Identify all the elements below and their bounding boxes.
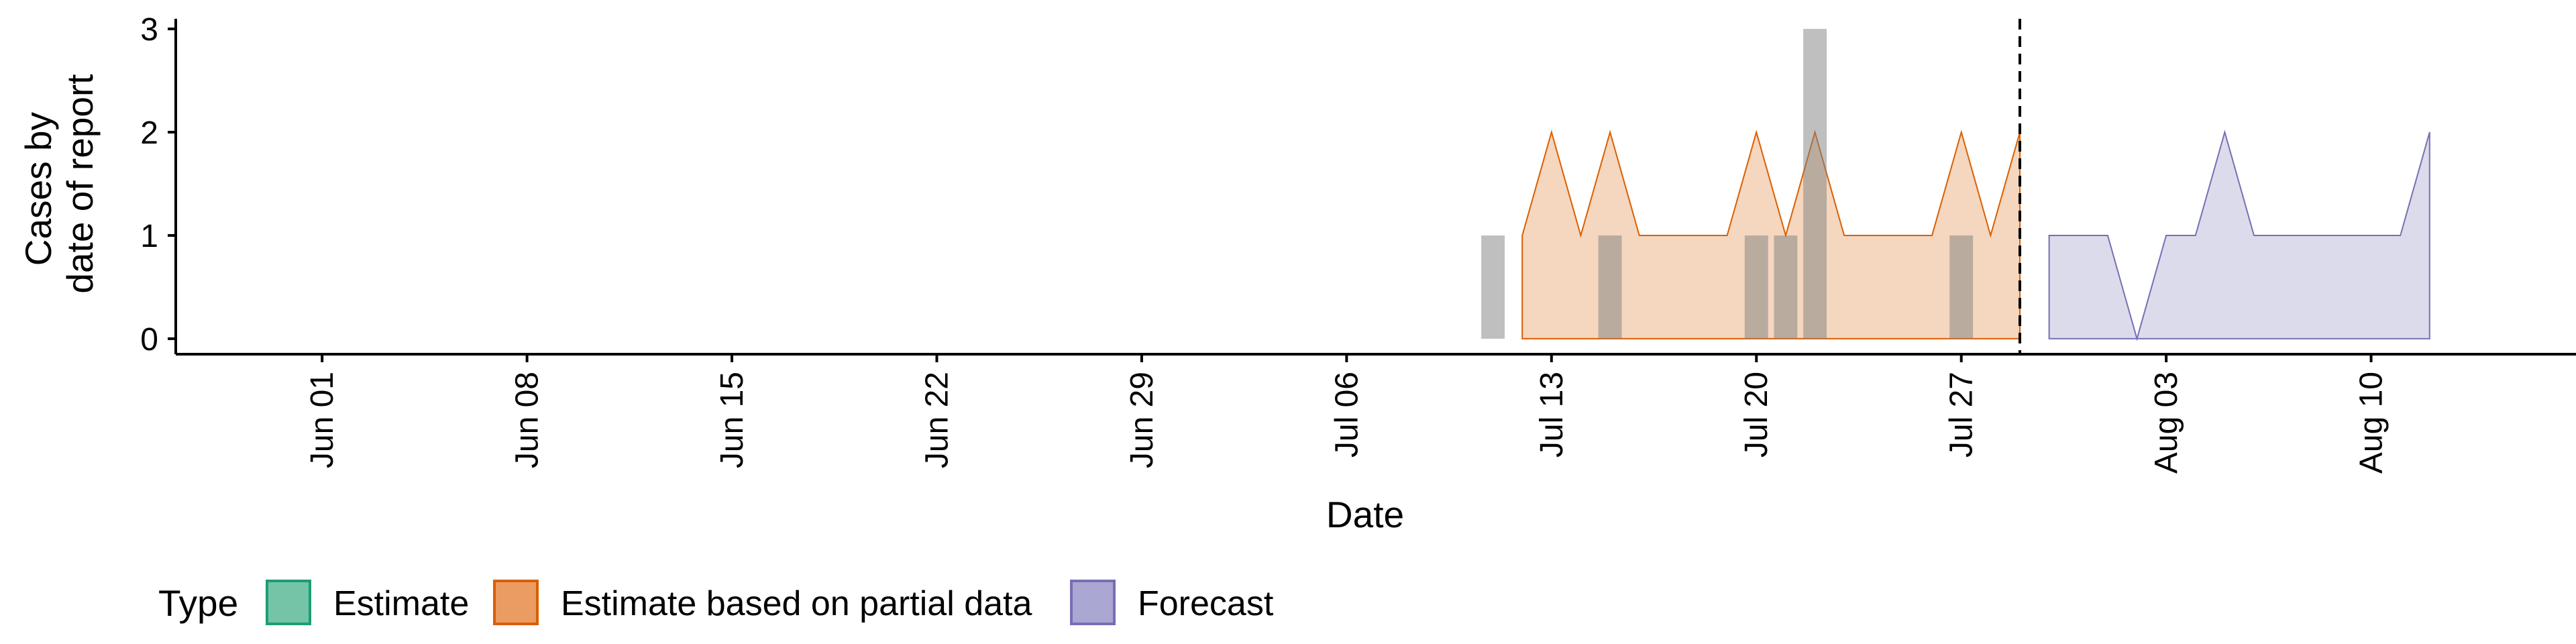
x-tick-label-2: Jun 08: [510, 372, 545, 468]
observed-case-bar-5: [1803, 29, 1827, 339]
legend-label-3: Forecast: [1138, 584, 1274, 623]
series-area-1: [1521, 129, 2021, 339]
plot-area: [1481, 19, 2430, 354]
y-tick-label-1: 1: [140, 219, 158, 254]
observed-case-bar-3: [1744, 235, 1768, 339]
legend-key-1: [266, 580, 311, 625]
legend: Type Estimate Estimate based on partial d…: [158, 580, 1274, 625]
observed-case-bar-4: [1774, 235, 1798, 339]
x-tick-label-5: Jun 29: [1124, 372, 1160, 468]
x-tick-label-6: Jul 06: [1329, 372, 1364, 458]
x-tick-label-10: Aug 03: [2149, 372, 2184, 474]
x-tick-label-1: Jun 01: [305, 372, 340, 468]
x-tick-label-9: Jul 27: [1944, 372, 1980, 458]
y-axis-label: Cases by date of report: [17, 74, 101, 293]
axes: 0 1 2 3 Jun 01 Jun 08 Jun 15 Jun 22 Jun 29 Jul 06…: [140, 12, 2576, 474]
x-tick-label-3: Jun 15: [714, 372, 750, 468]
y-tick-label-2: 2: [140, 115, 158, 151]
x-tick-label-8: Jul 20: [1739, 372, 1774, 458]
legend-label-1: Estimate: [333, 584, 469, 623]
observed-case-bar-2: [1598, 235, 1622, 339]
x-axis-label: Date: [1326, 494, 1404, 535]
x-tick-label-7: Jul 13: [1534, 372, 1570, 458]
series-area-2: [2048, 129, 2430, 341]
legend-key-2: [493, 580, 539, 625]
y-axis-label-line-1: Cases by: [17, 112, 59, 266]
y-tick-label-3: 3: [140, 12, 158, 48]
legend-key-3: [1070, 580, 1116, 625]
x-tick-label-11: Aug 10: [2354, 372, 2390, 474]
y-axis-label-line-2: date of report: [59, 74, 101, 293]
legend-title: Type: [158, 582, 238, 624]
legend-label-2: Estimate based on partial data: [561, 584, 1032, 623]
y-tick-label-0: 0: [140, 322, 158, 358]
observed-case-bar-6: [1949, 235, 1974, 339]
observed-case-bar-1: [1481, 235, 1505, 339]
x-tick-label-4: Jun 22: [920, 372, 955, 468]
